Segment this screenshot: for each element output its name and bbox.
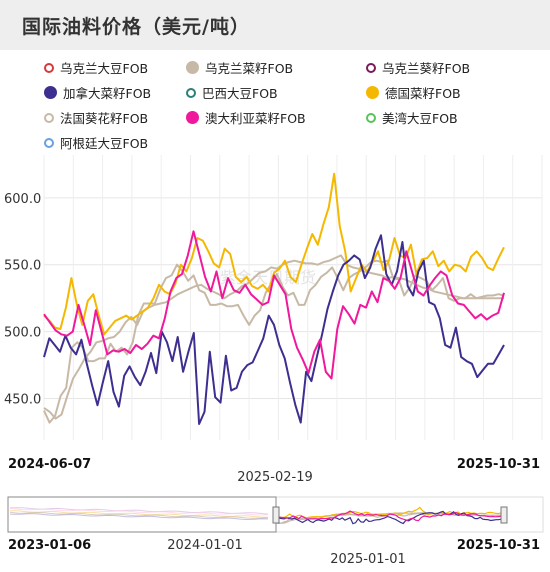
legend-swatch-9 — [366, 112, 376, 123]
navigator-history-line — [10, 510, 269, 518]
legend-label: 巴西大豆FOB — [202, 86, 278, 101]
legend-item-4[interactable]: 加拿大菜籽FOB — [44, 81, 186, 104]
legend-item-10[interactable]: 阿根廷大豆FOB — [44, 131, 186, 154]
navigator-history-line — [9, 508, 269, 516]
navigator-2025-label: 2025-01-01 — [330, 552, 406, 567]
legend-label: 乌克兰菜籽FOB — [205, 61, 294, 76]
grid-lines — [43, 155, 543, 440]
y-tick-label: 600.0 — [4, 192, 41, 207]
navigator-mini-lines — [9, 506, 505, 525]
legend-item-5[interactable]: 巴西大豆FOB — [186, 81, 366, 104]
navigator-history-line — [9, 513, 269, 521]
legend-item-6[interactable]: 德国菜籽FOB — [366, 81, 536, 104]
navigator-2024-label: 2024-01-01 — [167, 538, 243, 553]
legend-swatch-5 — [186, 87, 196, 98]
x-axis-end-label: 2025-10-31 — [457, 457, 540, 472]
legend-item-3[interactable]: 乌克兰葵籽FOB — [366, 56, 536, 79]
navigator-history-line — [9, 507, 269, 515]
legend-label: 法国葵花籽FOB — [60, 111, 149, 126]
legend-item-8[interactable]: 澳大利亚菜籽FOB — [186, 106, 366, 129]
legend-label: 乌克兰葵籽FOB — [382, 61, 471, 76]
watermark: 紫金天风期货 — [220, 268, 316, 287]
legend-label: 美湾大豆FOB — [382, 111, 458, 126]
y-tick-label: 500.0 — [4, 326, 41, 341]
legend-label: 乌克兰大豆FOB — [60, 61, 149, 76]
legend-swatch-10 — [44, 137, 54, 148]
legend: 乌克兰大豆FOB 乌克兰菜籽FOB 乌克兰葵籽FOB 加拿大菜籽FOB 巴西大豆FOB 德… — [44, 56, 544, 154]
legend-item-7[interactable]: 法国葵花籽FOB — [44, 106, 186, 129]
navigator-right-handle[interactable] — [500, 506, 508, 524]
legend-item-9[interactable]: 美湾大豆FOB — [366, 106, 536, 129]
legend-swatch-6 — [366, 86, 379, 99]
range-navigator[interactable] — [7, 496, 544, 533]
legend-item-1[interactable]: 乌克兰大豆FOB — [44, 56, 186, 79]
navigator-history-line — [9, 511, 269, 519]
legend-label: 阿根廷大豆FOB — [60, 136, 149, 151]
legend-swatch-7 — [44, 112, 54, 123]
legend-swatch-4 — [44, 86, 57, 99]
x-axis-start-label: 2024-06-07 — [8, 457, 91, 472]
legend-label: 德国菜籽FOB — [385, 86, 461, 101]
navigator-series-line-3 — [275, 510, 505, 522]
series-line-1 — [43, 234, 505, 425]
title-bar: 国际油料价格（美元/吨） — [0, 0, 550, 50]
series-line-3 — [43, 230, 505, 380]
legend-item-2[interactable]: 乌克兰菜籽FOB — [186, 56, 366, 79]
legend-swatch-8 — [186, 111, 199, 124]
legend-swatch-2 — [186, 61, 199, 74]
y-axis-labels: 600.0 550.0 500.0 450.0 — [4, 192, 41, 408]
series-lines — [43, 172, 505, 425]
legend-label: 澳大利亚菜籽FOB — [205, 111, 306, 126]
legend-label: 加拿大菜籽FOB — [63, 86, 152, 101]
x-axis-mid-label: 2025-02-19 — [237, 470, 313, 485]
y-tick-label: 550.0 — [4, 259, 41, 274]
chart-title: 国际油料价格（美元/吨） — [22, 16, 250, 38]
series-line-2 — [43, 172, 505, 336]
navigator-left-handle[interactable] — [272, 506, 280, 524]
legend-swatch-3 — [366, 62, 376, 73]
navigator-end-label: 2025-10-31 — [457, 538, 540, 553]
navigator-start-label: 2023-01-06 — [8, 538, 91, 553]
y-tick-label: 450.0 — [4, 393, 41, 408]
legend-swatch-1 — [44, 62, 54, 73]
